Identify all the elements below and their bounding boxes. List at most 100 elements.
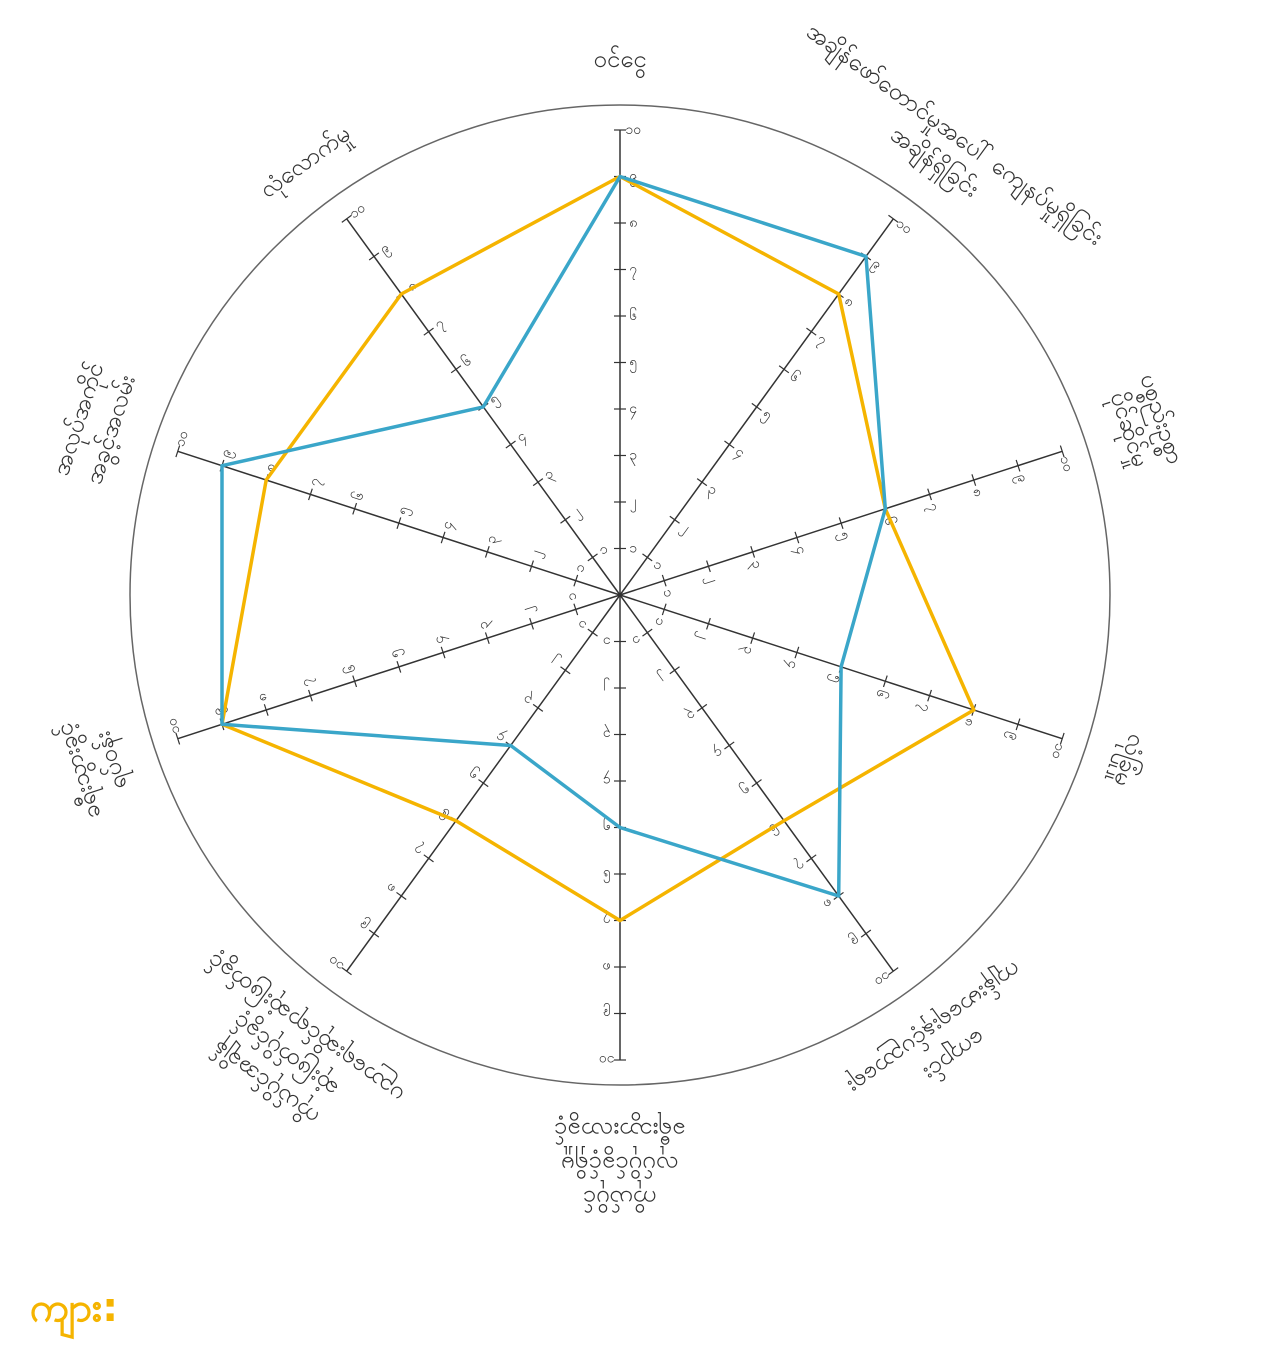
tick-mark [888, 215, 898, 222]
tick-label: ၃ [541, 466, 558, 485]
category-label: ကိုယ်ပိုင် [583, 1180, 657, 1214]
category-label: လုံခြုံမှု [1103, 729, 1153, 791]
tick-mark [861, 930, 871, 937]
tick-label: ၉ [217, 447, 237, 460]
tick-label: ၁ [595, 541, 611, 559]
tick-label: ၈ [383, 879, 399, 897]
tick-label: ၄ [513, 428, 530, 447]
tick-label: ၁၀ [871, 968, 893, 990]
tick-label: ၁၀ [164, 716, 184, 736]
tick-label: ၃ [474, 619, 494, 632]
tick-mark [697, 479, 707, 486]
tick-mark [451, 366, 461, 373]
tick-mark [806, 328, 816, 335]
tick-mark [724, 441, 734, 448]
tick-label: ၅ [394, 504, 414, 517]
tick-label: ၂ [519, 605, 538, 617]
tick-label: ၁ [651, 616, 669, 628]
tick-label: ၁၀ [172, 429, 192, 449]
tick-mark [697, 704, 707, 711]
tick-label: ၁ [629, 541, 637, 557]
tick-label: ၇ [923, 501, 943, 514]
tick-mark [533, 704, 543, 711]
tick-mark [424, 855, 434, 862]
tick-mark [752, 403, 762, 410]
tick-mark [588, 629, 598, 636]
tick-label: ၁၀ [1048, 741, 1068, 761]
tick-mark [642, 554, 652, 561]
tick-label: ၅ [386, 647, 406, 660]
tick-label: ၂ [702, 573, 721, 585]
tick-label: ၄ [438, 519, 458, 532]
tick-label: ၇ [306, 476, 326, 489]
tick-label: ၉ [377, 240, 394, 259]
tick-label: ၆ [459, 353, 475, 371]
tick-label: ၃ [603, 725, 611, 743]
tick-label: ၁ [659, 587, 677, 599]
tick-label: ၈ [253, 691, 271, 704]
tick-mark [779, 366, 789, 373]
tick-label: ၅ [629, 355, 637, 373]
tick-label: ၂ [630, 494, 637, 512]
tick-label: ၈ [603, 959, 611, 975]
tick-label: ၂ [547, 652, 563, 671]
tick-mark [560, 516, 570, 523]
tick-mark [342, 215, 352, 222]
tick-label: ၄ [790, 544, 810, 557]
tick-label: ၉ [1003, 730, 1023, 743]
tick-mark [369, 253, 379, 260]
tick-label: ၇ [813, 331, 830, 350]
tick-label: ၉ [603, 1004, 611, 1022]
tick-label: ၁ [563, 591, 581, 603]
tick-label: ၉ [355, 915, 372, 934]
tick-label: ၃ [483, 533, 503, 546]
tick-mark [806, 855, 816, 862]
tick-label: ၇ [791, 856, 808, 875]
tick-label: ၉ [1011, 472, 1031, 485]
tick-label: ၉ [846, 931, 863, 950]
tick-label: ၆ [342, 662, 360, 675]
tick-label: ၂ [569, 503, 585, 522]
tick-label: ၁၀ [625, 122, 641, 138]
tick-mark [342, 968, 352, 975]
tick-label: ၈ [961, 716, 979, 729]
tick-label: ၈ [969, 486, 987, 499]
tick-mark [533, 479, 543, 486]
category-label: ခရီးသွားလာခွင့် [554, 1111, 686, 1146]
category-label: ဝင်ငွေ [593, 44, 646, 79]
legend-label: ကျား: [30, 1285, 118, 1340]
tick-label: ၅ [737, 780, 754, 799]
tick-mark [424, 328, 434, 335]
tick-mark [396, 892, 406, 899]
tick-label: ၇ [629, 262, 637, 280]
category-label: လုံလောက်မှု [254, 118, 359, 207]
tick-label: ၃ [738, 644, 758, 657]
tick-label: ၁၀ [893, 215, 915, 237]
tick-label: ၇ [297, 676, 317, 689]
tick-label: ၇ [410, 840, 427, 859]
tick-label: ၂ [655, 668, 671, 687]
tick-label: ၈ [820, 895, 836, 913]
chart: ၁၂၃၄၅၆၇၈၉၁၀ဝင်ငွေ၁၂၃၄၅၆၇၈၉၁၀အချိန်ဖော်တေ… [0, 0, 1267, 1347]
tick-label: ၃ [704, 481, 721, 500]
tick-label: ၅ [826, 673, 846, 686]
tick-label: ၆ [603, 866, 611, 882]
category-label: အချိန်ဖော်တောင်မှုအပေါ် ကျေနပ်မှုရှိခြင်… [798, 15, 1110, 256]
tick-label: ၄ [782, 658, 802, 671]
tick-label: ၁ [650, 556, 666, 574]
tick-label: ၃ [519, 690, 536, 709]
tick-mark [369, 930, 379, 937]
tick-label: ၅ [465, 765, 482, 784]
tick-mark [478, 780, 488, 787]
tick-label: ၃ [629, 448, 637, 466]
tick-label: ၁၀ [346, 200, 368, 222]
tick-label: ၄ [430, 633, 450, 646]
tick-label: ၆ [629, 308, 637, 324]
tick-label: ၄ [709, 743, 726, 762]
tick-label: ၁၀ [1056, 454, 1076, 474]
tick-label: ၆ [350, 490, 368, 503]
series-line [222, 177, 885, 897]
tick-label: ၄ [603, 771, 611, 789]
tick-label: ၆ [872, 688, 890, 701]
tick-label: ၂ [677, 519, 693, 538]
